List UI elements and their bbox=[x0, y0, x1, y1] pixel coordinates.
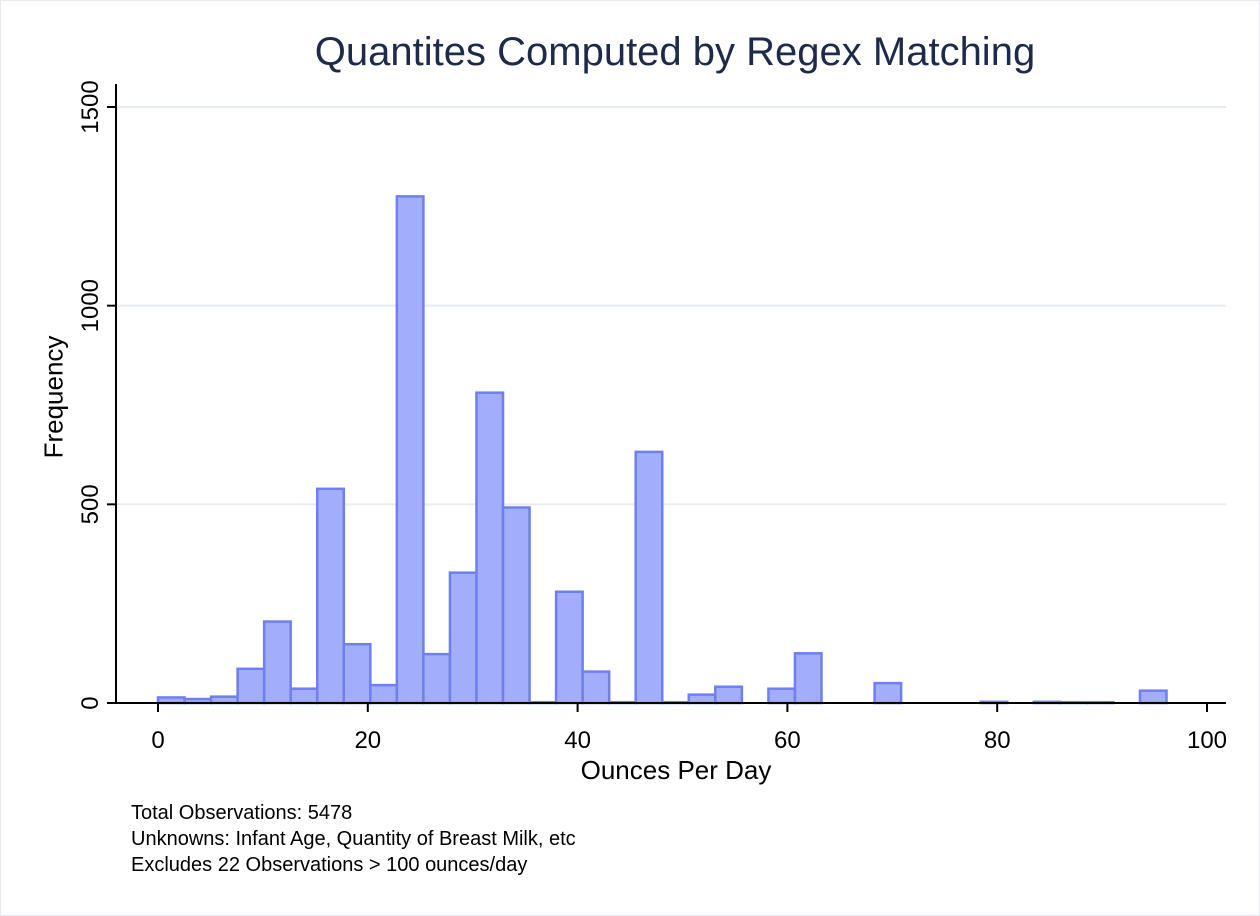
bar-13 bbox=[501, 506, 531, 705]
bar-7 bbox=[342, 642, 372, 705]
bar-15 bbox=[554, 590, 584, 705]
bar-16 bbox=[581, 670, 611, 705]
x-tick-label-80: 80 bbox=[984, 727, 1011, 754]
bar-3 bbox=[236, 667, 266, 705]
y-tick-label-0: 0 bbox=[77, 696, 104, 709]
note-exclusions: Excludes 22 Observations > 100 ounces/da… bbox=[131, 854, 528, 876]
x-tick-label-40: 40 bbox=[564, 727, 591, 754]
bar-24 bbox=[873, 681, 903, 705]
axes bbox=[115, 84, 1226, 704]
y-tick-label-1500: 1500 bbox=[77, 80, 104, 133]
bar-18 bbox=[634, 450, 664, 705]
x-ticks: 0 20 40 60 80 100 bbox=[151, 703, 1227, 754]
bar-9 bbox=[395, 195, 425, 705]
chart-notes: Total Observations: 5478 Unknowns: Infan… bbox=[131, 800, 576, 878]
y-axis-label: Frequency bbox=[38, 335, 69, 459]
note-total-observations: Total Observations: 5478 bbox=[131, 802, 353, 824]
x-tick-label-100: 100 bbox=[1187, 727, 1227, 754]
x-tick-label-20: 20 bbox=[354, 727, 381, 754]
bar-12 bbox=[475, 391, 505, 705]
note-unknowns: Unknowns: Infant Age, Quantity of Breast… bbox=[131, 828, 576, 850]
bars bbox=[156, 195, 1168, 705]
bar-20 bbox=[687, 693, 717, 705]
bar-4 bbox=[262, 620, 292, 705]
grid-lines bbox=[116, 106, 1226, 506]
chart-title: Quantites Computed by Regex Matching bbox=[314, 30, 1036, 74]
bar-10 bbox=[422, 652, 452, 705]
bar-23 bbox=[793, 652, 823, 705]
bar-21 bbox=[714, 685, 744, 705]
x-tick-label-60: 60 bbox=[774, 727, 801, 754]
bar-11 bbox=[448, 571, 478, 705]
bar-5 bbox=[289, 687, 319, 705]
y-tick-label-500: 500 bbox=[77, 484, 104, 524]
y-ticks: 0 500 1000 1500 bbox=[77, 80, 116, 710]
bar-8 bbox=[369, 683, 399, 705]
x-axis-label: Ounces Per Day bbox=[580, 755, 772, 785]
bar-29 bbox=[1138, 689, 1168, 705]
bar-22 bbox=[767, 687, 797, 705]
y-tick-label-1000: 1000 bbox=[77, 279, 104, 332]
bar-6 bbox=[315, 487, 346, 705]
x-tick-label-0: 0 bbox=[151, 727, 164, 754]
